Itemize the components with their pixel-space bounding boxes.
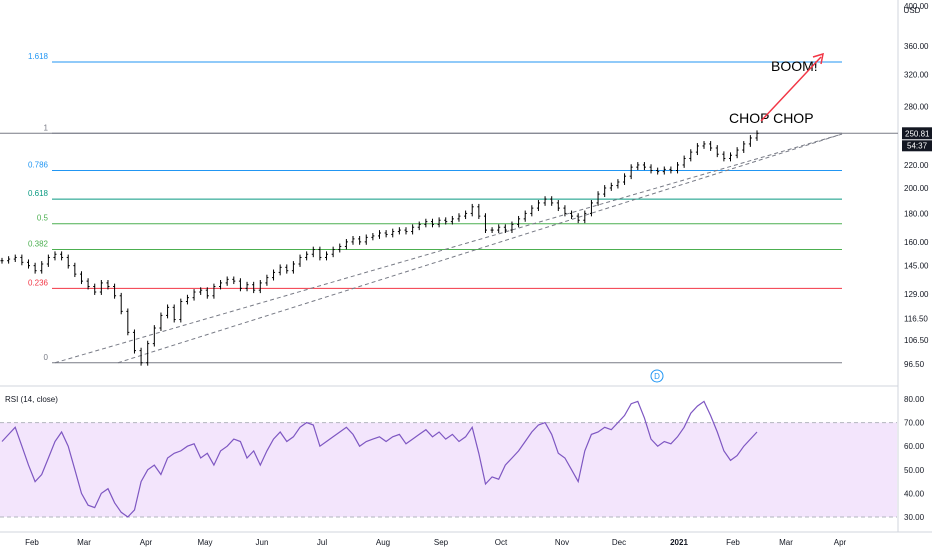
rsi-line (1, 400, 758, 518)
boom-arrow-head (812, 52, 824, 65)
price-tick-label: 129.00 (904, 290, 929, 299)
price-tick-label: 96.50 (904, 360, 925, 369)
time-tick-label: Aug (376, 538, 390, 547)
price-tick-label: 180.00 (904, 209, 929, 218)
rsi-band-fill (0, 422, 897, 517)
price-tick-label: 360.00 (904, 42, 929, 51)
fib-level-label: 0.5 (37, 214, 49, 223)
rsi-tick-label: 40.00 (904, 489, 925, 498)
fib-level-label: 0 (44, 353, 49, 362)
rsi-tick-label: 50.00 (904, 466, 925, 475)
time-axis[interactable]: Feb Mar Apr May Jun Jul Aug Sep Oct Nov Dec 2021 Feb… (25, 538, 846, 547)
rsi-title[interactable]: RSI (14, close) (5, 395, 58, 404)
time-tick-label: Feb (25, 538, 39, 547)
time-tick-label: Sep (434, 538, 449, 547)
time-tick-label: May (197, 538, 212, 547)
rsi-tick-label: 80.00 (904, 395, 925, 404)
time-tick-label: Mar (77, 538, 91, 547)
price-tick-label-partial: 400.00 (904, 2, 929, 11)
price-tick-label: 320.00 (904, 70, 929, 79)
trendlines[interactable] (54, 133, 843, 364)
rsi-band (0, 422, 897, 518)
time-tick-label: Mar (779, 538, 793, 547)
last-price-value: 250.81 (905, 129, 930, 138)
annotation-chop-chop: CHOP CHOP (729, 110, 814, 126)
rsi-tick-label: 30.00 (904, 513, 925, 522)
countdown-timer: 54:37 (907, 141, 928, 150)
rsi-tick-label: 70.00 (904, 419, 925, 428)
dividend-event-marker (650, 369, 664, 383)
time-tick-label: Dec (612, 538, 626, 547)
time-tick-label: Jul (317, 538, 327, 547)
boom-arrow (760, 56, 822, 122)
time-tick-label: Feb (726, 538, 740, 547)
rsi-axis[interactable]: 80.00 70.00 60.00 50.00 40.00 30.00 (904, 395, 925, 522)
price-axis[interactable]: 360.00 320.00 280.00 220.00 200.00 180.00 160.… (902, 2, 932, 369)
price-tick-label: 160.00 (904, 238, 929, 247)
currency-label[interactable]: USD (904, 6, 921, 15)
price-tick-label: 280.00 (904, 103, 929, 112)
trendline (117, 133, 843, 364)
price-tick-label: 220.00 (904, 161, 929, 170)
fib-level-label: 0.786 (28, 161, 49, 170)
dividend-event-label: D (654, 372, 660, 381)
price-tick-label: 106.50 (904, 336, 929, 345)
annotations[interactable]: CHOP CHOP BOOM! D (650, 52, 824, 383)
rsi-tick-label: 60.00 (904, 442, 925, 451)
fib-level-label: 1 (44, 123, 49, 132)
annotation-boom: BOOM! (771, 58, 818, 74)
time-tick-label: 2021 (670, 538, 688, 547)
price-tick-label: 116.50 (904, 315, 928, 324)
time-tick-label: Jun (256, 538, 269, 547)
time-tick-label: Apr (140, 538, 153, 547)
fib-retracement[interactable]: 1.618 1 0.786 0.618 0.5 0.382 0.236 0 (0, 52, 898, 364)
rsi-series (1, 400, 758, 518)
trendline (54, 133, 843, 364)
price-tick-label: 200.00 (904, 184, 929, 193)
price-series (0, 130, 759, 366)
countdown-badge (902, 140, 932, 152)
last-price-badge (902, 127, 932, 140)
fib-level-label: 0.618 (28, 189, 49, 198)
fib-level-label: 0.382 (28, 240, 49, 249)
time-tick-label: Oct (495, 538, 508, 547)
price-tick-label: 145.00 (904, 262, 929, 271)
fib-level-label: 0.236 (28, 278, 49, 287)
time-tick-label: Apr (834, 538, 847, 547)
fib-level-label: 1.618 (28, 52, 49, 61)
time-tick-label: Nov (555, 538, 569, 547)
